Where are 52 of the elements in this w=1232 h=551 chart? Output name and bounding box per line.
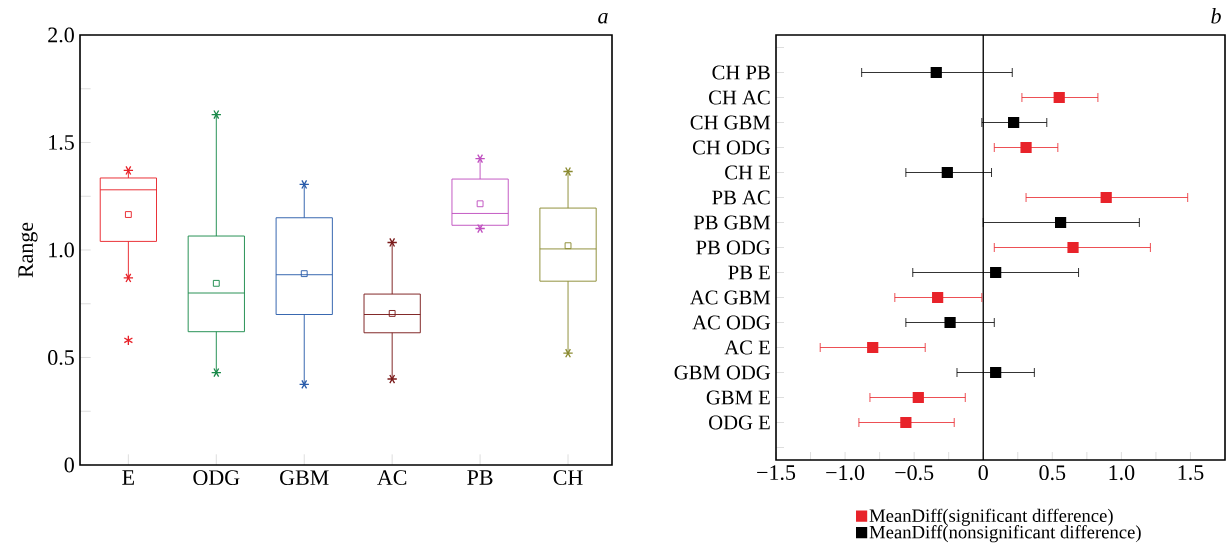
point <box>1020 141 1032 154</box>
point <box>932 291 944 304</box>
x-tick-label: 1.5 <box>1178 465 1204 481</box>
y-tick-label: AC ODG <box>692 315 771 330</box>
y-tick-label: PB ODG <box>696 240 771 255</box>
y-tick-label: GBM ODG <box>674 365 771 380</box>
y-tick-label: AC GBM <box>690 290 771 305</box>
y-axis-title: Range <box>18 222 38 278</box>
y-tick-label: 2.0 <box>48 27 74 43</box>
x-tick-label: −0.5 <box>895 465 934 481</box>
point <box>900 416 912 429</box>
y-tick-label: PB E <box>728 265 770 280</box>
x-tick-label: E <box>122 470 134 485</box>
x-tick-label: ODG <box>193 470 240 486</box>
x-tick-label: CH <box>553 470 583 486</box>
y-tick-label: 1.0 <box>49 242 74 258</box>
legend-label: MeanDiff(nonsignificant difference) <box>869 525 1141 543</box>
point <box>1100 191 1112 204</box>
y-tick-label: CH E <box>725 165 770 180</box>
x-tick-label: −1.0 <box>826 465 865 481</box>
y-tick-label: 1.5 <box>49 135 74 150</box>
x-tick-label: PB <box>467 470 493 485</box>
point <box>1053 91 1065 104</box>
x-tick-label: 1.0 <box>1109 465 1135 481</box>
point <box>941 166 953 179</box>
chart-title: a <box>598 12 608 24</box>
chart-title: b <box>1211 8 1221 24</box>
x-tick-label: AC <box>377 470 407 486</box>
x-tick-label: −1.5 <box>757 465 796 481</box>
point <box>930 66 942 79</box>
x-tick-label: GBM <box>280 470 329 486</box>
y-tick-label: AC E <box>724 340 770 355</box>
point <box>1067 241 1079 254</box>
point <box>990 266 1002 279</box>
point <box>912 391 924 404</box>
y-tick-label: CH PB <box>712 65 770 80</box>
x-tick-label: 0 <box>978 465 988 481</box>
y-tick-label: 0.5 <box>48 350 74 365</box>
point <box>1008 116 1020 129</box>
y-tick-label: ODG E <box>709 415 770 430</box>
y-tick-label: GBM E <box>706 390 770 405</box>
y-tick-label: PB AC <box>712 190 770 205</box>
y-tick-label: CH GBM <box>690 115 771 130</box>
point <box>944 316 956 329</box>
y-tick-label: CH AC <box>709 90 770 105</box>
point <box>1055 216 1067 229</box>
x-tick-label: 0.5 <box>1039 465 1066 481</box>
y-tick-label: CH ODG <box>692 140 771 155</box>
point <box>990 366 1002 379</box>
y-tick-label: PB GBM <box>693 215 771 230</box>
point <box>867 341 879 354</box>
legend-label: MeanDiff(significant difference) <box>869 508 1113 526</box>
